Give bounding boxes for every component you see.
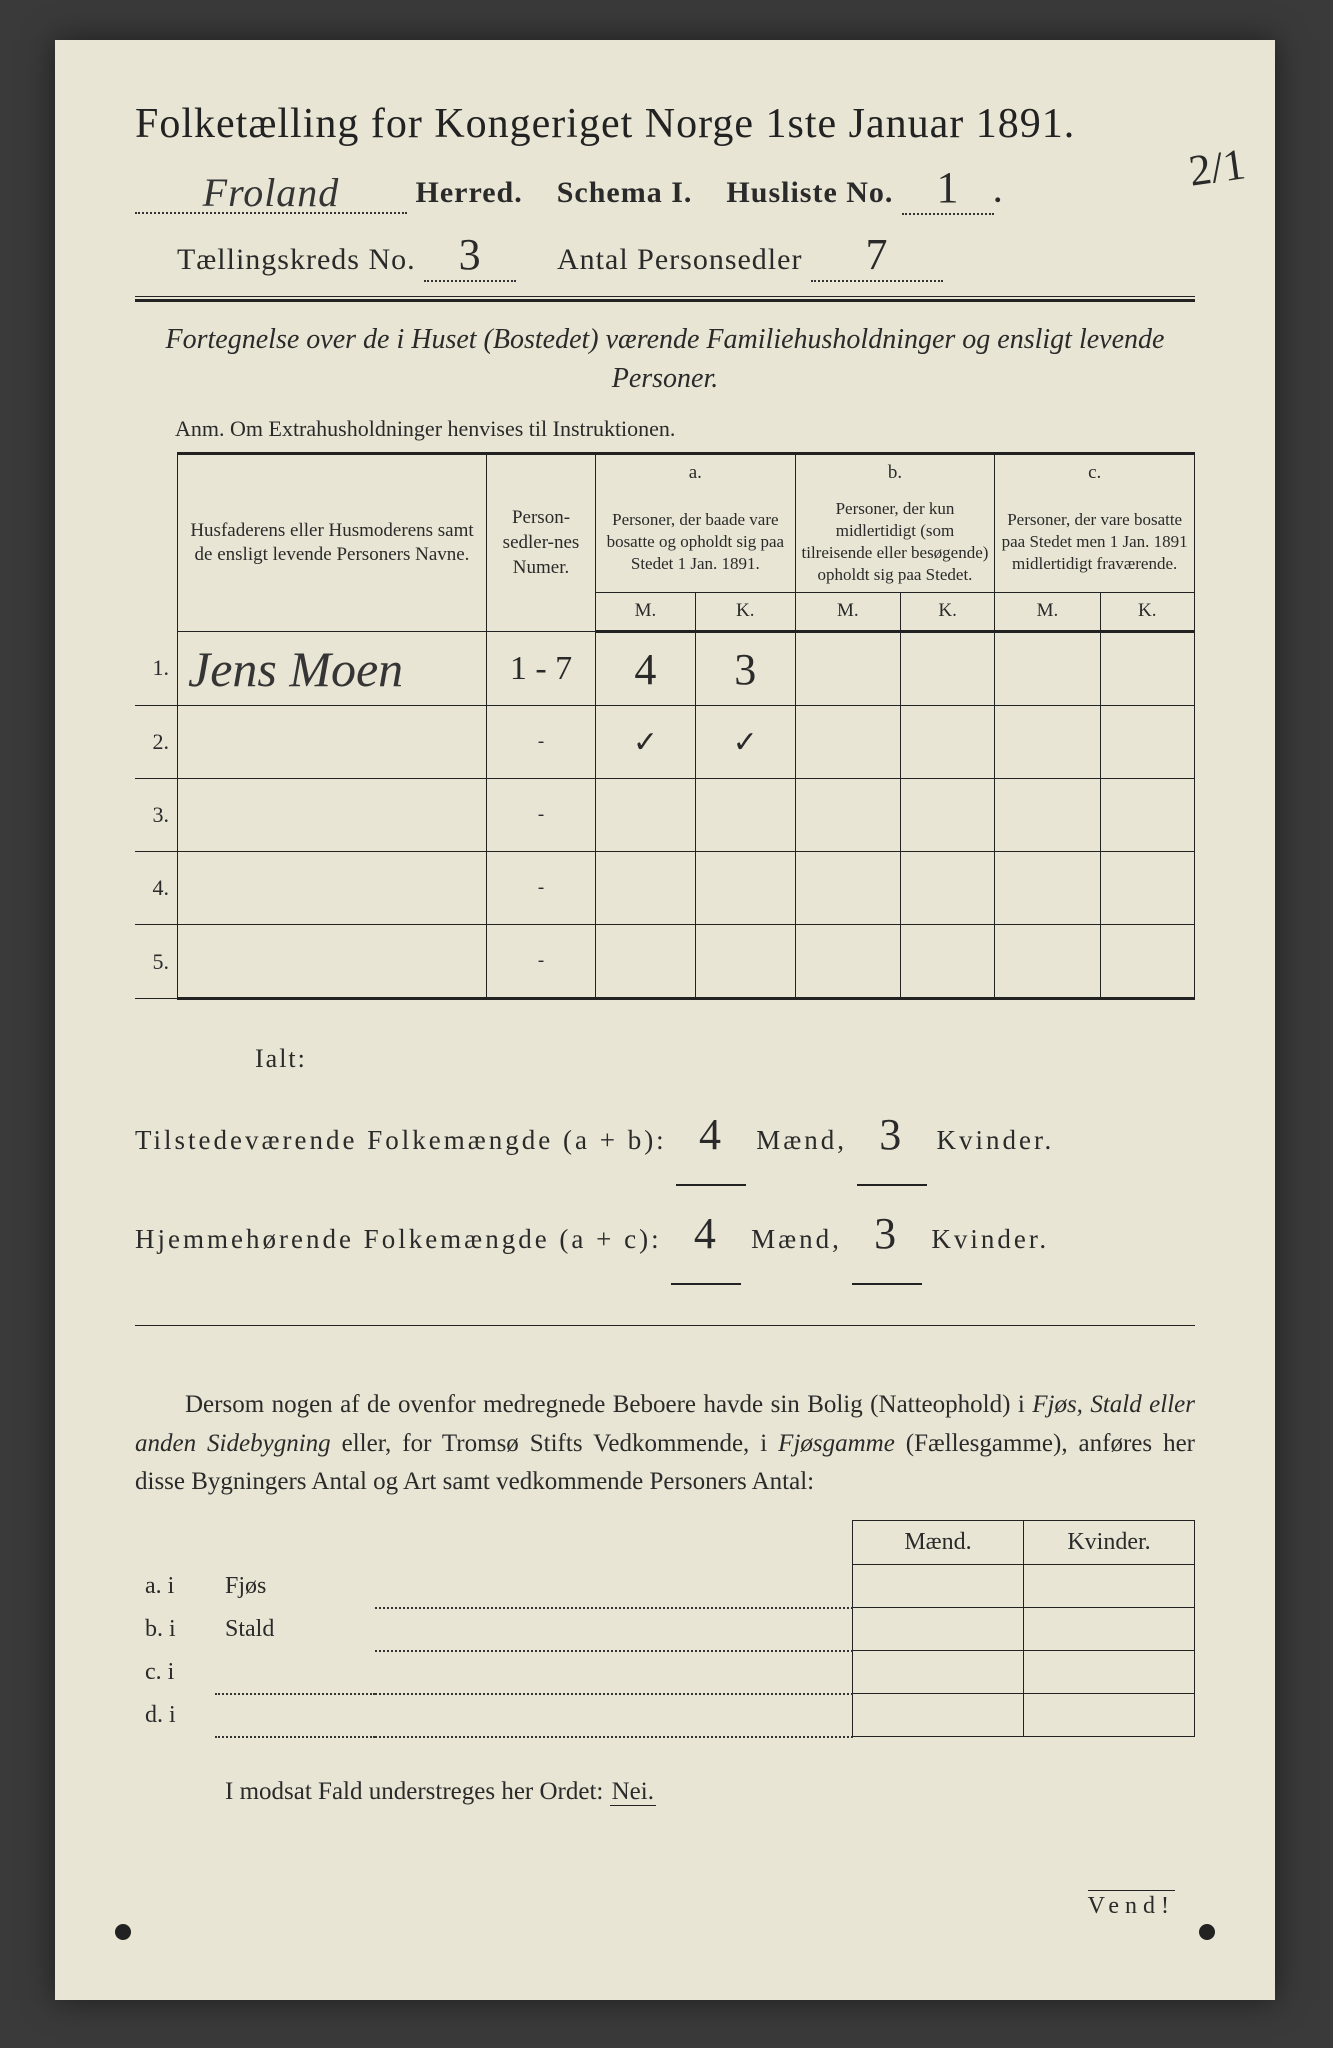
footer-line: I modsat Fald understreges her Ordet: Ne… <box>135 1778 1195 1806</box>
table-row: 1. Jens Moen 1 - 7 4 3 <box>135 632 1195 706</box>
col-a-label: a. <box>596 454 796 492</box>
col-a-text: Personer, der baade vare bosatte og opho… <box>596 492 796 593</box>
side-building-paragraph: Dersom nogen af de ovenfor medregnede Be… <box>135 1386 1195 1502</box>
side-row: d. i <box>135 1694 1195 1737</box>
side-row: b. i Stald <box>135 1608 1195 1651</box>
side-h-m: Mænd. <box>853 1521 1024 1565</box>
kreds-label: Tællingskreds No. <box>177 243 416 276</box>
totals-block: Ialt: Tilstedeværende Folkemængde (a + b… <box>135 1030 1195 1285</box>
herred-value: Froland <box>203 169 340 216</box>
person-name: Jens Moen <box>188 641 403 697</box>
col-c-text: Personer, der vare bosatte paa Stedet me… <box>995 492 1195 593</box>
table-row: 3. - <box>135 779 1195 852</box>
nei-word: Nei. <box>610 1778 656 1806</box>
side-row: c. i <box>135 1651 1195 1694</box>
page-title: Folketælling for Kongeriget Norge 1ste J… <box>135 100 1195 148</box>
col-b-text: Personer, der kun midlertidigt (som tilr… <box>795 492 995 593</box>
table-row: 5. - <box>135 925 1195 999</box>
personsedler-label: Antal Personsedler <box>557 243 802 276</box>
hjemme-line: Hjemmehørende Folkemængde (a + c): 4 Mæn… <box>135 1186 1195 1285</box>
subtitle: Fortegnelse over de i Huset (Bostedet) v… <box>135 320 1195 398</box>
schema-label: Schema I. <box>557 176 693 209</box>
side-h-k: Kvinder. <box>1024 1521 1195 1565</box>
ialt-label: Ialt: <box>255 1030 1195 1087</box>
binding-hole-icon <box>115 1924 131 1940</box>
census-form-page: 2/1 Folketælling for Kongeriget Norge 1s… <box>55 40 1275 2000</box>
husliste-label: Husliste No. <box>726 176 893 209</box>
tilstede-line: Tilstedeværende Folkemængde (a + b): 4 M… <box>135 1087 1195 1186</box>
herred-label: Herred. <box>416 176 523 209</box>
household-table: Husfaderens eller Husmoderens samt de en… <box>135 452 1195 1000</box>
header-row-2: Tællingskreds No. 3 Antal Personsedler 7 <box>135 229 1195 282</box>
col-numer: Person-sedler-nes Numer. <box>487 454 596 632</box>
col-b-label: b. <box>795 454 995 492</box>
personsedler-value: 7 <box>865 230 888 279</box>
binding-hole-icon <box>1199 1924 1215 1940</box>
col-names: Husfaderens eller Husmoderens samt de en… <box>178 454 487 632</box>
col-c-label: c. <box>995 454 1195 492</box>
table-row: 4. - <box>135 852 1195 925</box>
header-row-1: Froland Herred. Schema I. Husliste No. 1… <box>135 162 1195 215</box>
side-row: a. i Fjøs <box>135 1565 1195 1608</box>
side-building-table: Mænd. Kvinder. a. i Fjøs b. i Stald c. i… <box>135 1520 1195 1738</box>
husliste-value: 1 <box>936 163 959 212</box>
vend-label: Vend! <box>1088 1890 1175 1920</box>
anm-note: Anm. Om Extrahusholdninger henvises til … <box>175 416 1195 442</box>
kreds-value: 3 <box>459 230 482 279</box>
margin-annotation: 2/1 <box>1187 151 1246 185</box>
table-row: 2. - ✓ ✓ <box>135 706 1195 779</box>
